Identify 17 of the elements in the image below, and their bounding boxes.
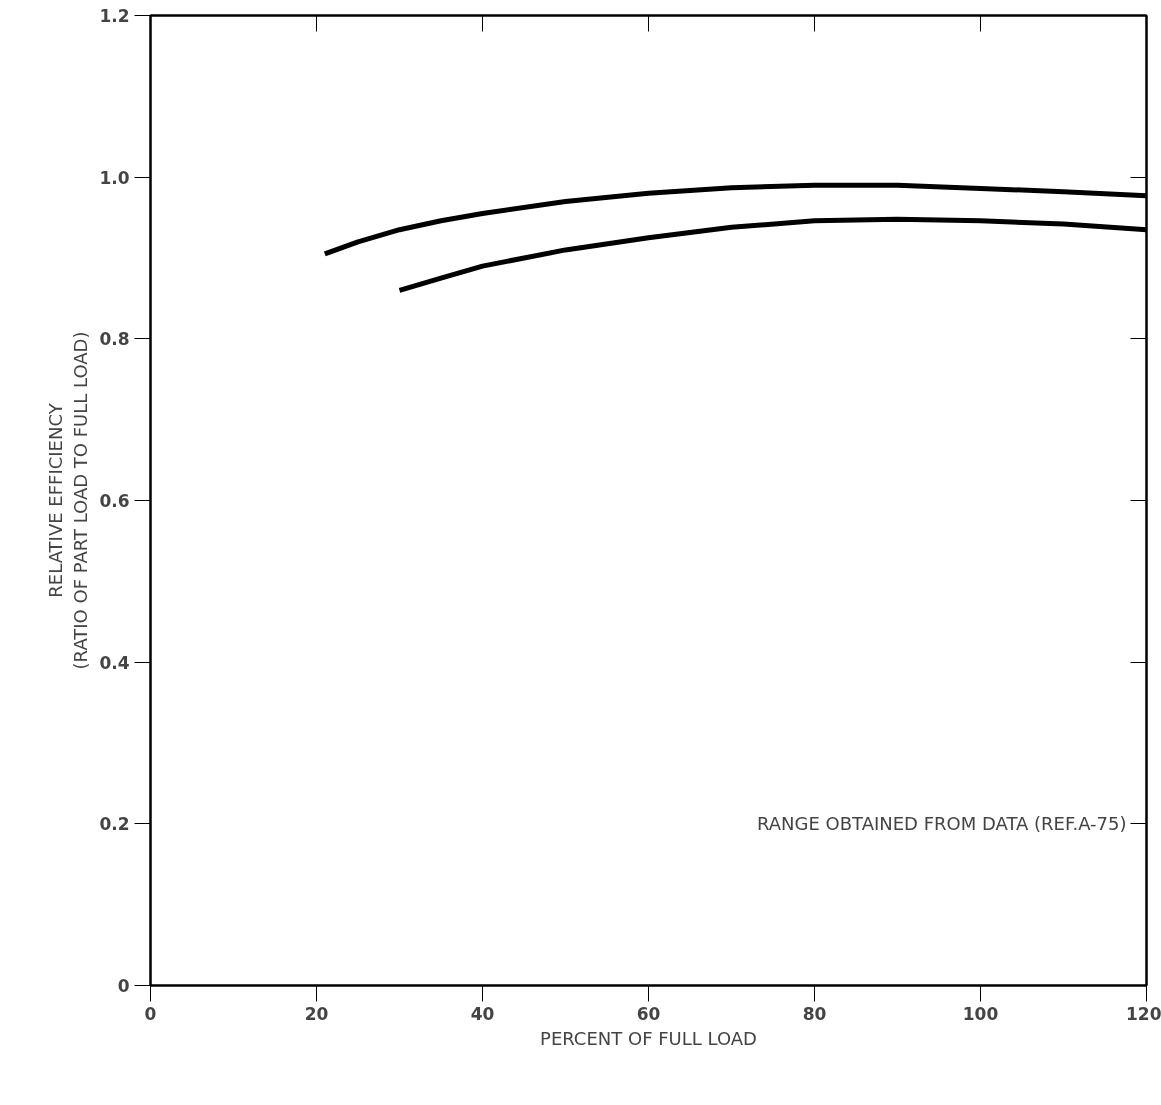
y-tick-label: 0.8 — [99, 329, 130, 350]
y-tick-label: 0.4 — [99, 652, 130, 673]
y-axis-title: RELATIVE EFFICIENCY (RATIO OF PART LOAD TO FULL LOAD) — [45, 331, 92, 670]
y-tick-label: 1.0 — [99, 167, 130, 188]
x-tick-label: 60 — [636, 1003, 661, 1024]
y-tick-label: 0 — [117, 976, 130, 996]
x-axis-title: PERCENT OF FULL LOAD — [540, 1027, 757, 1049]
x-tick-label: 80 — [802, 1003, 827, 1024]
x-tick-label: 120 — [1126, 1003, 1161, 1024]
y-tick-label: 1.2 — [99, 6, 130, 26]
annotation: RANGE OBTAINED FROM DATA (REF.A-75) — [756, 813, 1127, 835]
y-tick-label: 0.6 — [99, 491, 130, 511]
y-tick-label: 0.2 — [99, 814, 130, 835]
x-tick-label: 20 — [304, 1003, 329, 1024]
x-tick-label: 40 — [470, 1003, 495, 1024]
x-tick-label: 0 — [144, 1003, 157, 1024]
x-tick-label: 100 — [962, 1003, 999, 1024]
